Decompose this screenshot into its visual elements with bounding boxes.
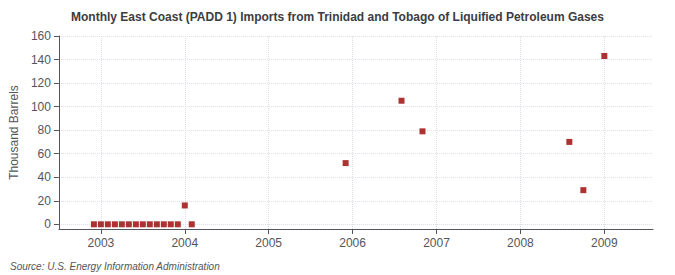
svg-text:Thousand Barrels: Thousand Barrels (7, 85, 21, 180)
svg-text:2004: 2004 (171, 236, 198, 250)
svg-text:2006: 2006 (339, 236, 366, 250)
svg-text:2007: 2007 (423, 236, 450, 250)
svg-text:2003: 2003 (88, 236, 115, 250)
svg-text:80: 80 (38, 123, 52, 137)
svg-text:20: 20 (38, 194, 52, 208)
svg-text:160: 160 (31, 29, 51, 43)
svg-text:100: 100 (31, 100, 51, 114)
svg-text:Monthly East Coast (PADD 1) Im: Monthly East Coast (PADD 1) Imports from… (71, 10, 604, 24)
svg-text:2005: 2005 (255, 236, 282, 250)
svg-text:140: 140 (31, 53, 51, 67)
svg-text:2008: 2008 (507, 236, 534, 250)
svg-text:2009: 2009 (591, 236, 618, 250)
svg-text:120: 120 (31, 76, 51, 90)
svg-text:0: 0 (44, 217, 51, 231)
svg-text:Source: U.S. Energy Informatio: Source: U.S. Energy Information Administ… (10, 261, 220, 272)
svg-text:40: 40 (38, 170, 52, 184)
svg-text:60: 60 (38, 147, 52, 161)
